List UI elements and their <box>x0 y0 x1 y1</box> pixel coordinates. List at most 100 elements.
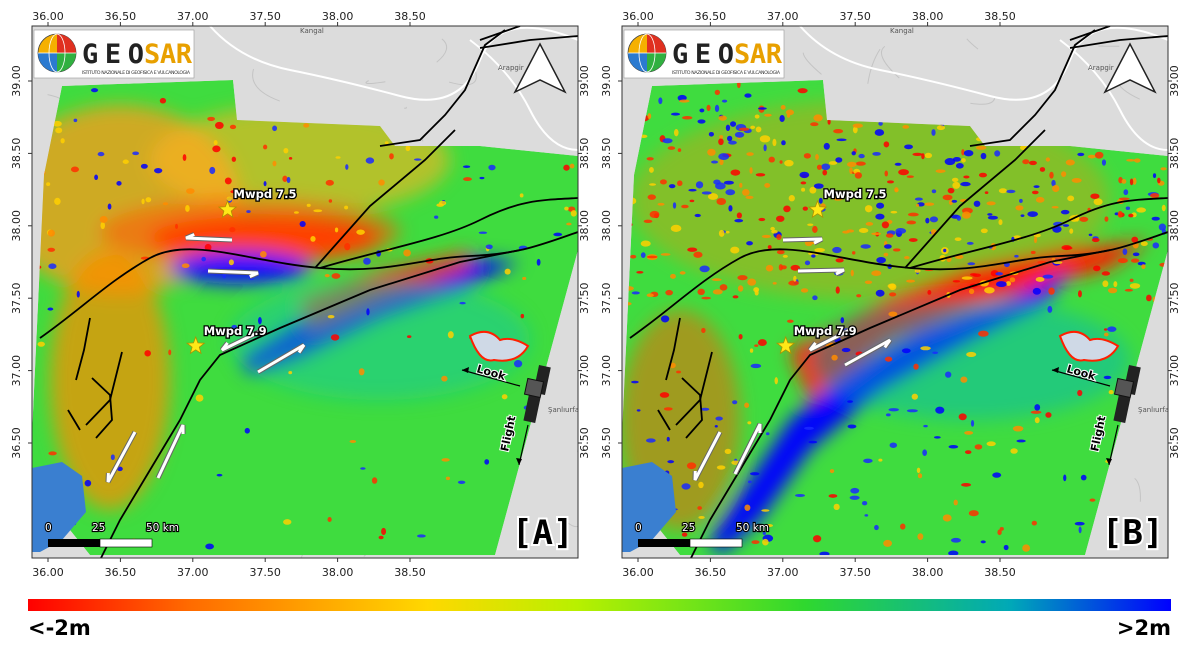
epicenter-label: Mwpd 7.9 <box>794 324 857 338</box>
fault-line <box>99 249 521 558</box>
x-tick-label-bottom: 36.50 <box>105 566 137 579</box>
x-tick-label-top: 37.50 <box>839 10 871 23</box>
logo-geo: GEO <box>82 39 144 70</box>
logo-geo: GEO <box>672 39 734 70</box>
star-icon <box>807 199 828 219</box>
x-tick-label-top: 36.50 <box>695 10 727 23</box>
scalebar-label: 25 <box>92 522 105 534</box>
map-panel-a: Kangal Arapgir Şanlıurfa Mwpd 7.5 Mwpd 7.9 Lo… <box>0 0 590 600</box>
y-tick-label-right: 39.00 <box>1168 65 1180 97</box>
y-tick-label-right: 37.50 <box>1168 282 1180 314</box>
slip-arrow <box>207 269 259 278</box>
colorbar-min-label: <-2m <box>28 616 91 640</box>
north-arrow-icon <box>513 42 567 94</box>
slip-arrow <box>693 431 722 481</box>
y-tick-label-left: 37.50 <box>10 282 23 314</box>
epicenter-label: Mwpd 7.9 <box>204 324 267 338</box>
fault-line <box>479 26 521 41</box>
fault-line <box>904 129 1046 269</box>
map-frame <box>31 25 579 559</box>
fault-line <box>75 317 91 381</box>
x-tick-label-top: 37.00 <box>767 10 799 23</box>
y-tick-label-left: 39.00 <box>600 65 613 97</box>
map-panel-b: Kangal Arapgir Şanlıurfa Mwpd 7.5 Mwpd 7.9 Lo… <box>590 0 1180 600</box>
slip-arrow <box>782 237 823 245</box>
colorbar-max-label: >2m <box>1116 616 1171 640</box>
x-tick-label-top: 38.50 <box>984 10 1016 23</box>
slip-arrow <box>185 233 233 242</box>
x-tick-label-bottom: 38.50 <box>394 566 426 579</box>
x-tick-label-bottom: 38.00 <box>912 566 944 579</box>
y-tick-label-left: 36.50 <box>600 427 613 459</box>
y-tick-label-left: 38.00 <box>10 210 23 242</box>
x-tick-label-bottom: 36.00 <box>32 566 64 579</box>
fault-line <box>681 377 703 439</box>
scalebar-label: 50 km <box>146 522 179 534</box>
slip-arrow <box>220 327 266 352</box>
y-tick-label-left: 38.50 <box>10 138 23 170</box>
scalebar-label: 25 <box>682 522 695 534</box>
globe-logo-icon <box>37 33 77 73</box>
star-icon <box>186 335 206 355</box>
fault-line <box>689 249 1111 558</box>
slip-arrow <box>844 338 892 367</box>
basemap-label: Şanlıurfa <box>548 406 579 414</box>
scalebar: 0 25 50 km <box>634 521 770 548</box>
y-tick-label-right: 38.00 <box>578 210 590 242</box>
y-tick-label-right: 37.00 <box>1168 355 1180 387</box>
star-icon <box>217 199 238 219</box>
slip-arrow <box>257 343 306 374</box>
x-tick-label-top: 36.00 <box>32 10 64 23</box>
y-tick-label-right: 38.00 <box>1168 210 1180 242</box>
y-tick-label-left: 37.00 <box>600 355 613 387</box>
x-tick-label-bottom: 38.00 <box>322 566 354 579</box>
fault-line <box>479 35 578 49</box>
basemap-label: Kangal <box>890 27 914 35</box>
y-tick-label-left: 39.00 <box>10 65 23 97</box>
map-frame <box>621 25 1169 559</box>
logo-subtitle: ISTITUTO NAZIONALE DI GEOFISICA E VULCAN… <box>82 70 191 76</box>
logo-sar: SAR <box>734 39 783 70</box>
y-tick-label-right: 38.50 <box>578 138 590 170</box>
fault-line <box>67 409 81 431</box>
slip-arrow <box>156 424 185 479</box>
epicenter-label: Mwpd 7.5 <box>234 187 297 201</box>
scalebar-label: 50 km <box>736 522 769 534</box>
scalebar-label: 0 <box>45 522 52 534</box>
y-tick-label-left: 37.50 <box>600 282 613 314</box>
fault-line <box>1069 26 1111 41</box>
slip-arrow <box>808 328 851 352</box>
fault-line <box>909 197 1168 269</box>
x-tick-label-bottom: 37.50 <box>249 566 281 579</box>
x-tick-label-bottom: 36.50 <box>695 566 727 579</box>
fault-line <box>1069 35 1168 49</box>
x-tick-label-bottom: 37.00 <box>767 566 799 579</box>
x-tick-label-top: 36.50 <box>105 10 137 23</box>
fault-line <box>969 29 1096 147</box>
globe-logo-icon <box>627 33 667 73</box>
x-tick-label-top: 37.00 <box>177 10 209 23</box>
displacement-field <box>32 80 578 555</box>
x-tick-label-top: 36.00 <box>622 10 654 23</box>
y-tick-label-right: 37.00 <box>578 355 590 387</box>
basemap-label: Arapgir <box>1088 64 1114 72</box>
lake <box>622 462 676 552</box>
slip-arrow <box>106 431 137 483</box>
logo-sar: SAR <box>144 39 193 70</box>
y-tick-label-left: 36.50 <box>10 427 23 459</box>
fault-line <box>314 129 456 269</box>
slip-arrow <box>733 423 762 475</box>
x-tick-label-top: 38.50 <box>394 10 426 23</box>
fault-line <box>319 197 578 269</box>
y-tick-label-left: 38.50 <box>600 138 613 170</box>
y-tick-label-right: 36.50 <box>1168 427 1180 459</box>
star-icon <box>776 335 796 355</box>
north-arrow-icon <box>1103 42 1157 94</box>
scalebar-label: 0 <box>635 522 642 534</box>
epicenter-label: Mwpd 7.5 <box>824 187 887 201</box>
basemap-label: Şanlıurfa <box>1138 406 1169 414</box>
x-tick-label-top: 38.00 <box>322 10 354 23</box>
lake <box>1058 330 1120 362</box>
